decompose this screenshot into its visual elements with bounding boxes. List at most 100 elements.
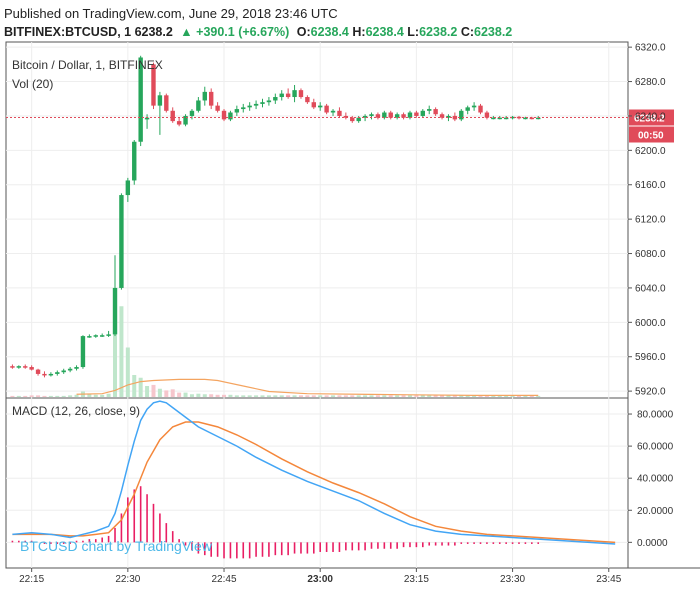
candle-body [279,93,284,98]
volume-bar [29,395,34,397]
volume-bar [151,384,156,397]
volume-bar [138,377,143,397]
volume-bar [369,395,374,397]
volume-bar [266,395,271,397]
candle-body [503,117,509,120]
volume-bar [337,395,342,397]
volume-bar [16,395,21,397]
volume-bars [10,306,541,397]
volume-bar [100,394,105,397]
candle-body [459,110,464,120]
close-label: C: [460,25,475,39]
candle-body [189,110,195,116]
last-price-line: 6238.2 00:50 [6,109,674,143]
price-tick-label: 6040.0 [635,283,666,294]
volume-bar [459,395,464,397]
candle-body [74,367,79,369]
time-tick-label: 22:15 [19,574,44,585]
candle-body [208,91,214,106]
volume-bar [164,390,169,397]
candle-body [138,57,143,142]
volume-bar [23,395,28,397]
open-label: O: [296,25,311,39]
volume-bar [93,394,98,397]
volume-bar [407,395,412,397]
published-caption: Published on TradingView.com, June 29, 2… [4,6,338,21]
macd-tick-label: 80.0000 [637,410,674,421]
candle-body [523,117,528,120]
candles [10,55,541,378]
candle-body [285,93,291,98]
candle-body [228,112,233,120]
axes: 6320.0 6280.0 6240.0 6200.0 6160.0 6120.0 6080… [19,43,673,585]
price-tick-label: 6000.0 [635,318,666,329]
low-label: L: [407,25,420,39]
volume-bar [529,395,534,397]
volume-bar [10,395,15,397]
candle-body [183,115,188,125]
candle-body [106,334,111,336]
volume-bar [228,394,233,397]
macd-tick-label: 0.0000 [637,538,668,549]
time-tick-label: 23:15 [404,574,429,585]
candle-body [465,107,470,111]
volume-bar [87,394,92,397]
candle-body [382,112,387,118]
price-tick-label: 5960.0 [635,352,666,363]
candle-body [394,114,400,118]
volume-bar [241,395,246,397]
candle-body [536,117,541,120]
volume-bar [209,394,214,397]
volume-bar [440,395,445,397]
high-label: H: [352,25,366,39]
candle-body [144,117,150,120]
candle-body [196,100,201,111]
volume-bar [279,395,284,397]
candle-body [273,97,278,101]
candle-body [151,64,156,106]
volume-bar [305,395,310,397]
candle-body [510,116,515,119]
candle-body [48,373,54,376]
volume-bar [388,395,393,397]
volume-bar [254,395,259,397]
candle-body [330,110,336,113]
candle-body [388,112,393,118]
candle-body [407,112,413,118]
candle-body [343,115,349,118]
volume-bar [113,325,118,397]
macd-tick-label: 60.0000 [637,442,674,453]
candle-body [23,366,28,368]
last-price-tag [629,109,674,126]
volume-bar [292,395,297,397]
price-tick-label: 5920.0 [635,387,666,398]
time-tick-label: 23:30 [500,574,525,585]
candle-body [29,367,34,370]
candle-body [478,105,483,113]
macd-series [11,400,616,559]
countdown-tag [629,126,674,143]
volume-bar [170,389,175,397]
macd-tick-label: 40.0000 [637,474,674,485]
time-tick-label: 23:45 [596,574,621,585]
volume-bar [427,395,432,397]
volume-bar [189,394,194,397]
volume-bar [504,395,509,397]
countdown-tag-label: 00:50 [638,130,664,141]
volume-bar [125,347,130,397]
volume-bar [145,386,150,397]
candle-body [10,366,15,368]
volume-bar [196,393,201,397]
macd-line [12,400,616,545]
macd-tick-label: 20.0000 [637,506,674,517]
candle-body [266,100,272,103]
volume-bar [61,395,66,397]
candle-body [16,366,22,368]
candle-body [305,97,310,103]
volume-bar [318,395,323,397]
volume-bar [497,395,502,397]
volume-bar [298,395,303,397]
volume-bar [48,395,53,397]
candle-body [337,110,342,116]
